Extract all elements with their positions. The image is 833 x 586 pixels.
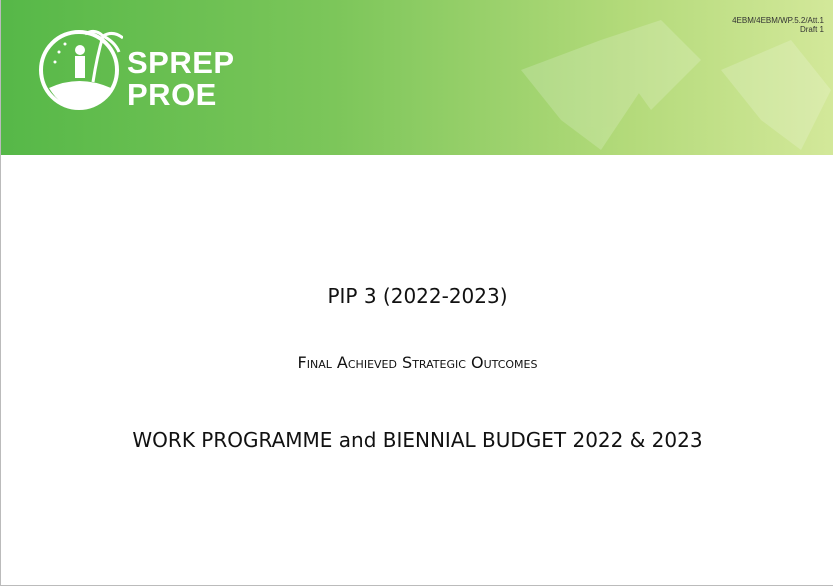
document-title: PIP 3 (2022-2023) [327, 284, 508, 308]
header-banner: 4EBM/4EBM/WP.5.2/Att.1 Draft 1 SPREP PRO… [1, 0, 833, 155]
brand-name: SPREP [127, 45, 235, 80]
draft-label: Draft 1 [799, 25, 824, 34]
logo-icon [39, 29, 123, 110]
document-subtitle: Final Achieved Strategic Outcomes [297, 353, 538, 372]
document-reference: 4EBM/4EBM/WP.5.2/Att.1 Draft 1 [732, 16, 824, 34]
brand-name-fr: PROE [127, 77, 217, 112]
decoration [521, 20, 831, 150]
reference-code: 4EBM/4EBM/WP.5.2/Att.1 [732, 16, 824, 25]
document-heading: WORK PROGRAMME and BIENNIAL BUDGET 2022 … [132, 428, 703, 452]
